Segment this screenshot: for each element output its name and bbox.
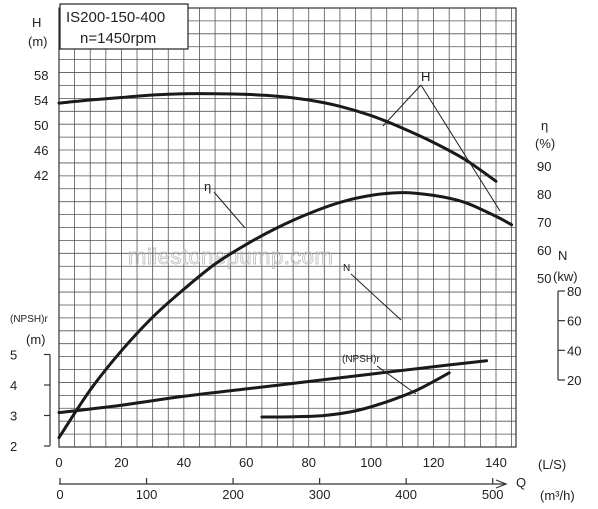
- plot-frame: [58, 7, 517, 448]
- title-box: [59, 3, 189, 50]
- npsh-tick-label: 2: [10, 439, 17, 454]
- chart-grid: [58, 7, 517, 448]
- npsh-axis-unit-bottom: (m): [26, 332, 46, 347]
- eta-tick-label: 60: [537, 243, 551, 258]
- eta-curve-leader: [213, 191, 246, 229]
- n-tick-label: 40: [567, 343, 581, 358]
- h-tick-label: 42: [34, 168, 48, 183]
- npsh-curve: [260, 371, 451, 419]
- eta-tick-label: 90: [537, 159, 551, 174]
- q-ls-unit: (L/S): [538, 457, 566, 472]
- curve-annotations: Hη N (NPSH)r: [204, 69, 501, 395]
- eta-axis-unit-bottom: (%): [535, 136, 555, 151]
- eta-tick-label: 50: [537, 271, 551, 286]
- q-ls-tick-label: 80: [301, 455, 315, 470]
- q-m3h-unit: (m³/h): [540, 488, 575, 503]
- n-curve-leader: [350, 273, 402, 321]
- eta-tick-label: 80: [537, 187, 551, 202]
- h-axis-unit-top: H: [32, 15, 41, 30]
- power-curve: [57, 359, 489, 415]
- q-m3h-tick-label: 400: [395, 487, 417, 502]
- h-curve: [57, 92, 498, 183]
- performance-curves: [57, 92, 514, 440]
- q-axis-arrow: [495, 479, 508, 489]
- h-curve-label: H: [421, 69, 430, 84]
- npsh-axis-unit-top: (NPSH)r: [10, 314, 48, 325]
- title-speed: n=1450rpm: [80, 30, 156, 47]
- q-m3h-tick-label: 100: [136, 487, 158, 502]
- q-ls-tick-label: 100: [360, 455, 382, 470]
- npsh-curve-leader: [376, 365, 417, 395]
- n-tick-label: 20: [567, 373, 581, 388]
- npsh-tick-label: 4: [10, 378, 17, 393]
- efficiency-curve: [57, 191, 514, 440]
- q-m3h-tick-label: 300: [309, 487, 331, 502]
- q-ls-tick-label: 0: [55, 455, 62, 470]
- eta-tick-label: 70: [537, 215, 551, 230]
- n-tick-label: 80: [567, 284, 581, 299]
- watermark: milestonepump.com: [128, 244, 333, 269]
- q-ls-tick-label: 20: [114, 455, 128, 470]
- h-tick-label: 46: [34, 143, 48, 158]
- q-ls-tick-label: 140: [485, 455, 507, 470]
- h-tick-label: 54: [34, 93, 48, 108]
- npsh-tick-label: 5: [10, 348, 17, 363]
- npsh-curve-label: (NPSH)r: [342, 354, 380, 365]
- npsh-tick-label: 3: [10, 409, 17, 424]
- q-m3h-tick-label: 200: [222, 487, 244, 502]
- q-axis-label: Q: [516, 475, 526, 490]
- h-curve-leader: [382, 84, 422, 127]
- n-tick-label: 60: [567, 314, 581, 329]
- n-curve-label: N: [343, 263, 350, 274]
- q-m3h-tick-label: 0: [56, 487, 63, 502]
- q-ls-tick-label: 40: [177, 455, 191, 470]
- eta-curve-label: η: [204, 179, 211, 194]
- n-axis-unit-bottom: (kw): [553, 269, 578, 284]
- q-m3h-tick-label: 500: [482, 487, 504, 502]
- h-axis-unit-bottom: (m): [28, 34, 48, 49]
- eta-axis-unit-top: η: [541, 118, 548, 133]
- q-ls-tick-label: 120: [423, 455, 445, 470]
- n-axis-unit-top: N: [558, 248, 567, 263]
- h-tick-label: 58: [34, 68, 48, 83]
- q-ls-tick-label: 60: [239, 455, 253, 470]
- h-tick-label: 50: [34, 118, 48, 133]
- title-model: IS200-150-400: [66, 9, 165, 26]
- h-curve-leader: [420, 84, 501, 212]
